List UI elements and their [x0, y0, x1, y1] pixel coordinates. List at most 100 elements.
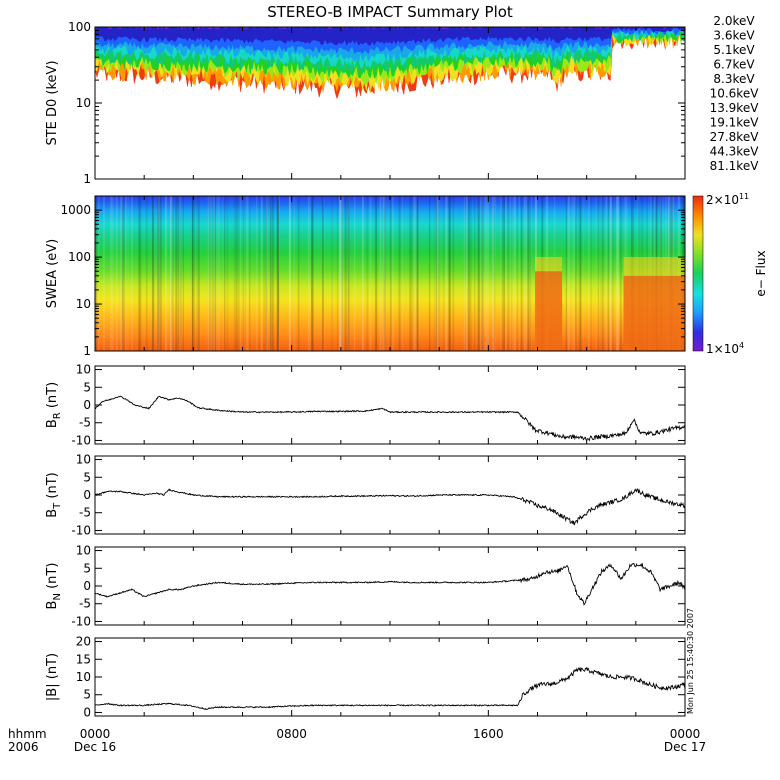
- legend-entry: 27.8keV: [710, 130, 760, 144]
- spectrogram-streak: [322, 196, 324, 351]
- x-axis-label-line1: hhmm: [8, 727, 47, 741]
- spectrogram-streak: [487, 196, 489, 351]
- legend-entry: 2.0keV: [713, 14, 755, 28]
- spectrogram-streak: [121, 196, 123, 351]
- spectrogram-streak: [436, 196, 438, 351]
- spectrogram-streak: [571, 196, 573, 351]
- spectrogram-streak: [376, 196, 378, 351]
- y-tick-label: 1: [83, 344, 91, 358]
- y-label-unit: (nT): [45, 563, 60, 593]
- spectrogram-streak: [600, 196, 603, 351]
- spectrogram-streak: [338, 196, 341, 351]
- spectrogram-streak: [233, 196, 236, 351]
- y-tick-label: 10: [76, 297, 91, 311]
- spectrogram-streak: [620, 196, 622, 351]
- spectrogram-streak: [179, 196, 182, 351]
- legend-entry: 44.3keV: [710, 145, 760, 159]
- spectrogram-streak: [270, 196, 272, 351]
- spectrogram-streak: [478, 196, 481, 351]
- legend-entry: 6.7keV: [713, 58, 755, 72]
- spectrogram-streak: [341, 196, 344, 351]
- spectrogram-streak: [466, 196, 468, 351]
- spectrogram-streak: [505, 196, 507, 351]
- spectrogram-streak: [242, 196, 245, 351]
- spectrogram-streak: [445, 196, 448, 351]
- spectrogram-streak: [443, 196, 445, 351]
- spectrogram-streak: [483, 196, 485, 351]
- spectrogram-streak: [575, 196, 577, 351]
- spectrogram-streak: [510, 196, 513, 351]
- spectrogram-streak: [469, 196, 472, 351]
- swea-enhancement-edge: [623, 257, 685, 276]
- spectrogram-streak: [98, 196, 100, 351]
- spectrogram-streak: [120, 196, 122, 351]
- spectrogram-streak: [452, 196, 455, 351]
- spectrogram-streak: [336, 196, 339, 351]
- y-axis-label: BN (nT): [45, 563, 63, 610]
- y-axis-label: |B| (nT): [45, 653, 60, 701]
- spectrogram-streak: [509, 196, 512, 351]
- spectrogram-streak: [366, 196, 369, 351]
- spectrogram-streak: [484, 196, 488, 351]
- spectrogram-streak: [398, 196, 401, 351]
- spectrogram-streak: [615, 196, 619, 351]
- spectrogram-streak: [620, 196, 623, 351]
- spectrogram-streak: [521, 196, 524, 351]
- colorbar-fill: [692, 195, 704, 352]
- spectrogram-streak: [391, 196, 394, 351]
- legend-entry: 81.1keV: [710, 159, 760, 173]
- y-axis-label: STE D0 (keV): [45, 60, 60, 145]
- spectrogram-streak: [492, 196, 494, 351]
- spectrogram-streak: [341, 196, 343, 351]
- y-axis-label: BT (nT): [45, 472, 63, 518]
- swea-spectrogram: [95, 196, 685, 351]
- spectrogram-streak: [265, 196, 268, 351]
- spectrogram-streak: [331, 196, 333, 351]
- spectrogram-streak: [212, 196, 215, 351]
- spectrogram-streak: [198, 196, 200, 351]
- spectrogram-streak: [477, 196, 480, 351]
- spectrogram-streak: [579, 196, 582, 351]
- spectrogram-streak: [157, 196, 159, 351]
- spectrogram-streak: [477, 196, 481, 351]
- y-tick-label: -10: [71, 614, 91, 628]
- y-label-unit: (nT): [45, 472, 60, 502]
- generation-timestamp: Mon Jun 25 15:40:30 2007: [686, 608, 695, 714]
- colorbar-label: e− Flux: [754, 250, 768, 296]
- ste-panel: 1 10 100 STE D0 (keV): [45, 20, 686, 186]
- y-tick-label: 0: [83, 705, 91, 719]
- spectrogram-streak: [438, 196, 440, 351]
- spectrogram-streak: [248, 196, 250, 351]
- spectrogram-streak: [224, 196, 226, 351]
- spectrogram-streak: [413, 196, 415, 351]
- spectrogram-streak: [170, 196, 173, 351]
- swea-enhancement: [535, 271, 563, 351]
- spectrogram-streak: [266, 196, 268, 351]
- spectrogram-streak: [518, 196, 520, 351]
- plot-title: STEREO-B IMPACT Summary Plot: [267, 3, 513, 21]
- spectrogram-streak: [362, 196, 364, 351]
- spectrogram-streak: [354, 196, 356, 351]
- y-axis-label: SWEA (eV): [45, 239, 60, 308]
- x-axis-label-line2: 2006: [8, 740, 39, 754]
- y-tick-label: 100: [68, 250, 91, 264]
- colorbar-max-label: 2×1011: [706, 192, 749, 207]
- bt-panel: -10 -5 0 5 10 BT (nT): [45, 453, 686, 537]
- y-label-main: B: [45, 509, 60, 518]
- spectrogram-streak: [503, 196, 506, 351]
- spectrogram-streak: [611, 196, 614, 351]
- y-axis-label: BR (nT): [45, 382, 63, 428]
- spectrogram-streak: [348, 196, 350, 351]
- y-tick-label: -10: [71, 433, 91, 447]
- spectrogram-streak: [501, 196, 504, 351]
- spectrogram-streak: [379, 196, 382, 351]
- spectrogram-streak: [428, 196, 431, 351]
- spectrogram-streak: [277, 196, 280, 351]
- spectrogram-streak: [196, 196, 199, 351]
- legend-entry: 3.6keV: [713, 29, 755, 43]
- spectrogram-streak: [375, 196, 377, 351]
- spectrogram-streak: [261, 196, 263, 351]
- spectrogram-streak: [507, 196, 510, 351]
- y-tick-label: 5: [83, 470, 91, 484]
- spectrogram-streak: [269, 196, 272, 351]
